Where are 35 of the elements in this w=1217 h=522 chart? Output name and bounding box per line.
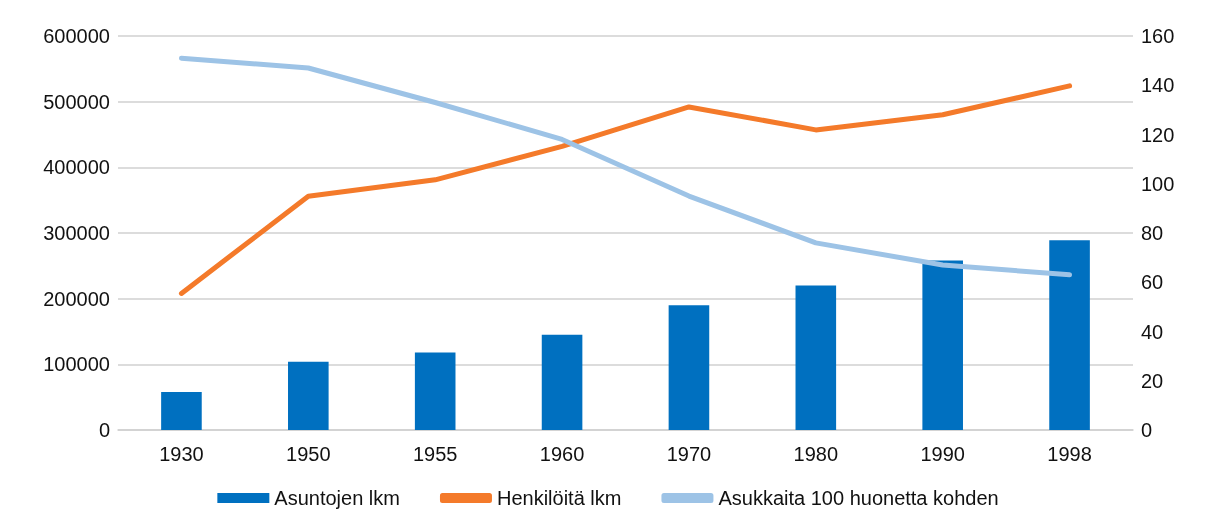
x-tick-label: 1930 xyxy=(159,443,204,465)
y2-tick-label: 60 xyxy=(1141,271,1164,294)
x-tick-label: 1980 xyxy=(793,443,839,465)
legend-label: Asukkaita 100 huonetta kohden xyxy=(718,487,999,509)
y-tick-label: 300000 xyxy=(43,222,110,244)
y-tick-label: 0 xyxy=(98,419,110,441)
x-tick-label: 1970 xyxy=(666,443,712,465)
x-tick-label: 1950 xyxy=(286,443,331,465)
x-tick-label: 1955 xyxy=(412,443,458,465)
bar xyxy=(541,334,583,430)
bar xyxy=(922,260,963,430)
y2-tick-label: 80 xyxy=(1141,222,1164,244)
x-tick-label: 1998 xyxy=(1047,443,1092,465)
legend-label: Henkilöitä lkm xyxy=(496,487,622,509)
y2-tick-label: 140 xyxy=(1141,74,1175,97)
bar xyxy=(1049,240,1090,430)
y2-tick-label: 40 xyxy=(1141,320,1164,343)
y2-tick-label: 120 xyxy=(1141,123,1175,146)
x-tick-label: 1960 xyxy=(539,443,585,465)
y2-tick-label: 100 xyxy=(1141,172,1175,195)
y-tick-label: 100000 xyxy=(43,353,110,376)
y2-tick-label: 0 xyxy=(1141,419,1153,441)
y-tick-label: 500000 xyxy=(43,90,110,113)
bar xyxy=(288,361,329,430)
bar xyxy=(161,391,202,430)
y-tick-label: 600000 xyxy=(43,25,110,47)
legend-label: Asuntojen lkm xyxy=(274,487,400,509)
bar xyxy=(795,285,837,430)
y-tick-label: 400000 xyxy=(43,156,110,179)
y2-tick-label: 160 xyxy=(1141,25,1175,47)
y2-tick-label: 20 xyxy=(1141,369,1164,392)
bar xyxy=(414,352,456,430)
x-tick-label: 1990 xyxy=(920,443,965,465)
bar xyxy=(668,305,710,430)
y-tick-label: 200000 xyxy=(43,287,110,310)
